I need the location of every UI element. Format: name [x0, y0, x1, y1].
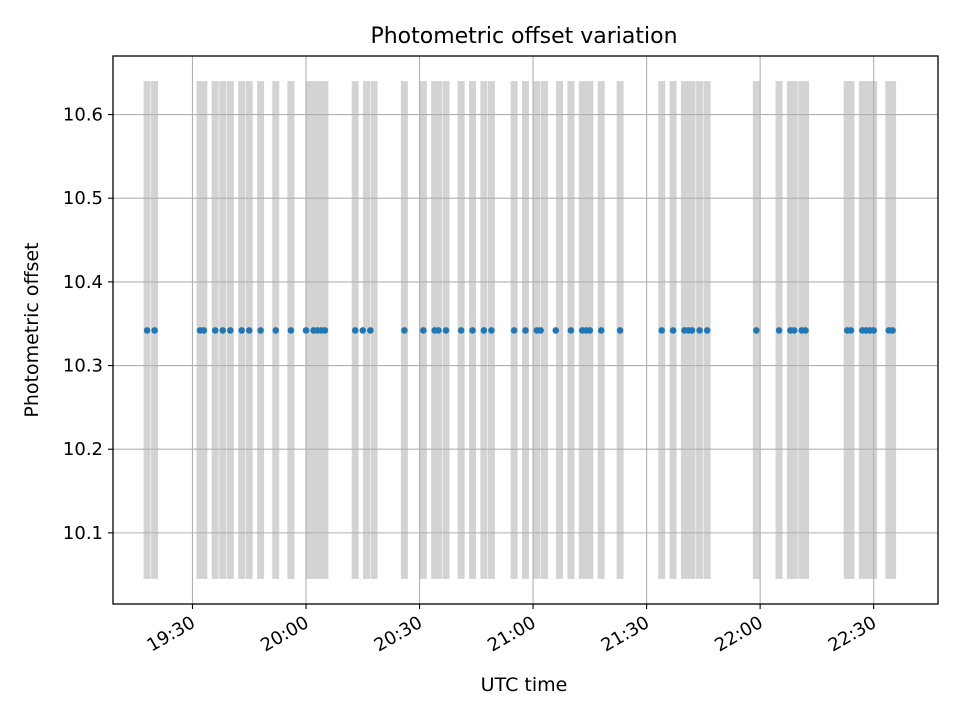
shaded-spans — [143, 81, 897, 579]
data-point — [870, 327, 877, 334]
chart-title: Photometric offset variation — [370, 24, 677, 49]
data-point — [238, 327, 245, 334]
data-point — [227, 327, 234, 334]
data-point — [420, 327, 427, 334]
data-point — [401, 327, 408, 334]
data-point — [359, 327, 367, 334]
x-tick-label: 19:30 — [144, 612, 199, 656]
data-point — [469, 327, 476, 334]
shaded-span — [363, 81, 371, 579]
shaded-span — [556, 81, 564, 579]
y-tick-label: 10.5 — [63, 188, 103, 209]
data-point — [537, 327, 544, 334]
data-point — [669, 327, 677, 334]
data-point — [143, 327, 151, 334]
data-point — [272, 327, 280, 334]
data-point — [219, 327, 227, 334]
data-point — [522, 327, 529, 334]
shaded-span — [540, 81, 548, 579]
data-point — [321, 327, 329, 334]
data-point — [488, 327, 495, 334]
data-point — [688, 327, 696, 334]
x-tick-label: 22:30 — [825, 612, 880, 656]
data-point — [302, 327, 310, 334]
shaded-span — [306, 81, 314, 579]
data-point — [245, 327, 253, 334]
y-axis-label: Photometric offset — [21, 242, 43, 417]
data-point — [367, 327, 374, 334]
data-point — [457, 327, 465, 334]
data-point — [790, 327, 798, 334]
data-point — [696, 327, 703, 334]
y-axis: 10.1 10.2 10.3 10.4 10.5 10.6 — [63, 105, 113, 544]
data-point — [510, 327, 518, 334]
y-tick-label: 10.6 — [63, 105, 103, 126]
data-point — [753, 327, 760, 334]
data-point — [552, 327, 560, 334]
data-point — [567, 327, 575, 334]
x-tick-label: 20:30 — [371, 612, 426, 656]
y-tick-label: 10.4 — [63, 272, 103, 293]
data-point — [442, 327, 450, 334]
x-tick-label: 20:00 — [257, 612, 312, 656]
x-tick-label: 22:00 — [711, 612, 766, 656]
data-point — [257, 327, 264, 334]
data-point — [889, 327, 896, 334]
data-point — [616, 327, 624, 334]
data-point — [658, 327, 666, 334]
shaded-span — [370, 81, 378, 579]
data-point — [802, 327, 809, 334]
x-tick-label: 21:30 — [598, 612, 653, 656]
data-point — [200, 327, 208, 334]
y-tick-label: 10.1 — [63, 523, 103, 544]
data-point — [351, 327, 359, 334]
data-point — [151, 327, 158, 334]
data-point — [480, 327, 488, 334]
data-point — [287, 327, 295, 334]
data-point — [435, 327, 442, 334]
plot-frame — [112, 55, 939, 605]
data-point — [775, 327, 783, 334]
data-point — [211, 327, 219, 334]
x-axis-label: UTC time — [481, 674, 568, 696]
y-tick-label: 10.3 — [63, 356, 103, 377]
x-axis: 19:30 20:00 20:30 21:00 21:30 22:00 22:30 — [144, 604, 880, 656]
data-point — [597, 327, 605, 334]
x-tick-label: 21:00 — [484, 612, 539, 656]
data-point — [847, 327, 855, 334]
y-tick-label: 10.2 — [63, 439, 103, 460]
data-point — [586, 327, 594, 334]
data-point — [703, 327, 711, 334]
data-points — [143, 327, 896, 334]
